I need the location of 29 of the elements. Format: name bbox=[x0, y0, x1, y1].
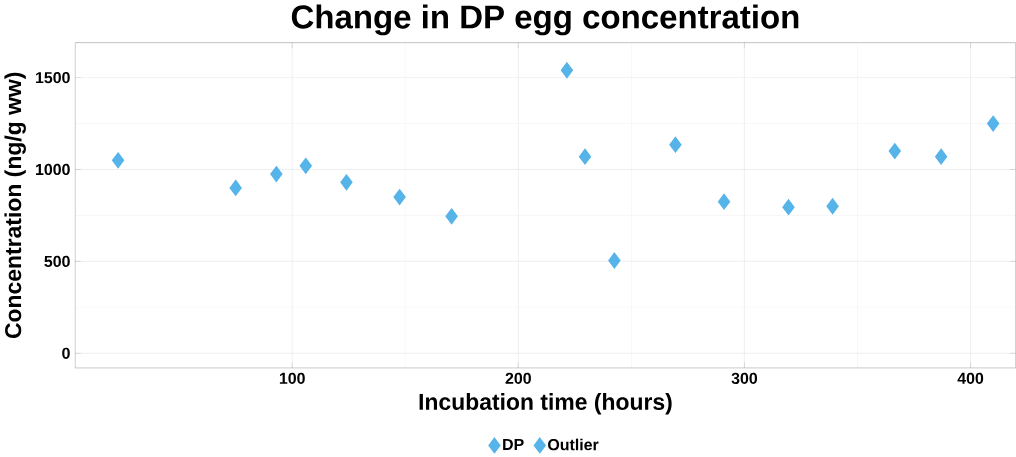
point bbox=[888, 143, 901, 159]
point bbox=[270, 166, 283, 182]
legend-label: DP bbox=[503, 438, 524, 450]
x-tick-label: 200 bbox=[505, 372, 531, 384]
x-axis-title: Incubation time (hours) bbox=[419, 392, 672, 415]
x-tick-label: 300 bbox=[731, 372, 758, 384]
point bbox=[608, 252, 621, 268]
legend-label: Outlier bbox=[548, 438, 599, 451]
x-tick-label: 400 bbox=[957, 372, 984, 384]
point bbox=[560, 62, 573, 78]
point bbox=[229, 179, 242, 196]
point bbox=[299, 157, 312, 174]
point bbox=[340, 174, 353, 190]
x-tick-label: 100 bbox=[279, 372, 305, 384]
y-tick-label: 1000 bbox=[36, 163, 70, 175]
point bbox=[445, 208, 458, 224]
point bbox=[393, 189, 406, 205]
y-axis-title: Concentration (ng/g ww) bbox=[4, 72, 26, 338]
y-tick-label: 1500 bbox=[36, 71, 70, 83]
y-tick-label: 0 bbox=[62, 347, 70, 359]
point bbox=[826, 198, 839, 214]
point bbox=[935, 148, 948, 165]
chart-title: Change in DP egg concentration bbox=[291, 4, 799, 36]
y-tick-label: 500 bbox=[44, 255, 70, 267]
point bbox=[669, 136, 682, 153]
point bbox=[112, 152, 125, 168]
point bbox=[578, 148, 592, 165]
point bbox=[782, 199, 795, 215]
point bbox=[718, 193, 731, 210]
